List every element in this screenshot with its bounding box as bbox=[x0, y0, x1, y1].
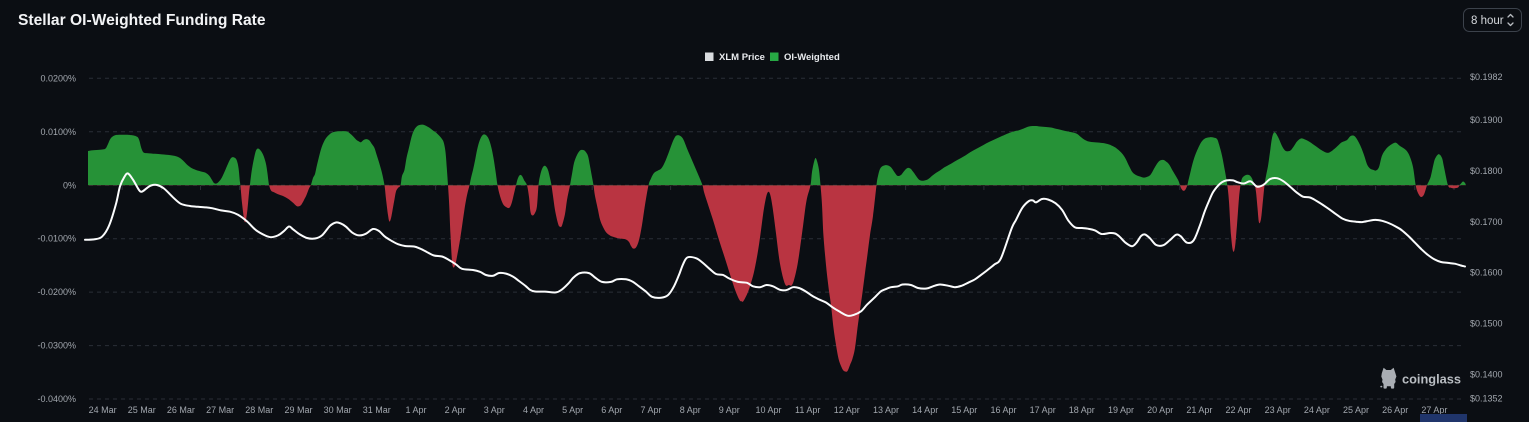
svg-text:31 Mar: 31 Mar bbox=[363, 405, 391, 415]
svg-text:$0.1500: $0.1500 bbox=[1470, 319, 1503, 329]
svg-text:10 Apr: 10 Apr bbox=[755, 405, 781, 415]
svg-text:24 Apr: 24 Apr bbox=[1304, 405, 1330, 415]
svg-text:8 hour: 8 hour bbox=[1471, 15, 1504, 27]
svg-text:coinglass: coinglass bbox=[1402, 372, 1461, 387]
svg-text:25 Mar: 25 Mar bbox=[128, 405, 156, 415]
svg-text:26 Apr: 26 Apr bbox=[1382, 405, 1408, 415]
svg-text:-0.0200%: -0.0200% bbox=[37, 287, 76, 297]
svg-text:-0.0100%: -0.0100% bbox=[37, 234, 76, 244]
svg-text:4 Apr: 4 Apr bbox=[523, 405, 544, 415]
svg-text:Stellar OI-Weighted Funding Ra: Stellar OI-Weighted Funding Rate bbox=[18, 12, 266, 29]
svg-text:$0.1700: $0.1700 bbox=[1470, 217, 1503, 227]
svg-text:27 Mar: 27 Mar bbox=[206, 405, 234, 415]
svg-text:23 Apr: 23 Apr bbox=[1265, 405, 1291, 415]
svg-text:$0.1352: $0.1352 bbox=[1470, 394, 1503, 404]
svg-text:29 Mar: 29 Mar bbox=[284, 405, 312, 415]
svg-text:25 Apr: 25 Apr bbox=[1343, 405, 1369, 415]
svg-text:11 Apr: 11 Apr bbox=[795, 405, 820, 415]
svg-text:20 Apr: 20 Apr bbox=[1147, 405, 1173, 415]
svg-text:2 Apr: 2 Apr bbox=[445, 405, 466, 415]
svg-text:24 Mar: 24 Mar bbox=[89, 405, 117, 415]
svg-text:$0.1800: $0.1800 bbox=[1470, 166, 1503, 176]
svg-text:1 Apr: 1 Apr bbox=[405, 405, 426, 415]
svg-text:OI-Weighted: OI-Weighted bbox=[784, 52, 840, 63]
svg-text:-0.0300%: -0.0300% bbox=[37, 341, 76, 351]
svg-text:13 Apr: 13 Apr bbox=[873, 405, 899, 415]
svg-text:0%: 0% bbox=[63, 180, 76, 190]
svg-text:18 Apr: 18 Apr bbox=[1069, 405, 1095, 415]
svg-text:19 Apr: 19 Apr bbox=[1108, 405, 1134, 415]
svg-text:28 Mar: 28 Mar bbox=[245, 405, 273, 415]
svg-text:$0.1982: $0.1982 bbox=[1470, 72, 1503, 82]
svg-text:27 Apr: 27 Apr bbox=[1421, 405, 1447, 415]
svg-text:14 Apr: 14 Apr bbox=[912, 405, 938, 415]
svg-text:26 Mar: 26 Mar bbox=[167, 405, 195, 415]
svg-text:XLM Price: XLM Price bbox=[719, 52, 765, 63]
svg-text:17 Apr: 17 Apr bbox=[1030, 405, 1056, 415]
svg-text:22 Apr: 22 Apr bbox=[1225, 405, 1251, 415]
svg-text:$0.1900: $0.1900 bbox=[1470, 115, 1503, 125]
svg-text:0.0200%: 0.0200% bbox=[40, 73, 76, 83]
svg-text:$0.1400: $0.1400 bbox=[1470, 370, 1503, 380]
svg-text:30 Mar: 30 Mar bbox=[324, 405, 352, 415]
svg-text:5 Apr: 5 Apr bbox=[562, 405, 583, 415]
svg-text:8 Apr: 8 Apr bbox=[680, 405, 701, 415]
svg-text:$0.1600: $0.1600 bbox=[1470, 268, 1503, 278]
svg-text:16 Apr: 16 Apr bbox=[990, 405, 1016, 415]
svg-text:3 Apr: 3 Apr bbox=[484, 405, 505, 415]
svg-text:9 Apr: 9 Apr bbox=[719, 405, 740, 415]
svg-text:21 Apr: 21 Apr bbox=[1186, 405, 1212, 415]
svg-text:6 Apr: 6 Apr bbox=[601, 405, 622, 415]
svg-text:12 Apr: 12 Apr bbox=[834, 405, 860, 415]
svg-text:7 Apr: 7 Apr bbox=[640, 405, 661, 415]
svg-text:0.0100%: 0.0100% bbox=[40, 127, 76, 137]
svg-text:15 Apr: 15 Apr bbox=[951, 405, 977, 415]
svg-text:-0.0400%: -0.0400% bbox=[37, 394, 76, 404]
